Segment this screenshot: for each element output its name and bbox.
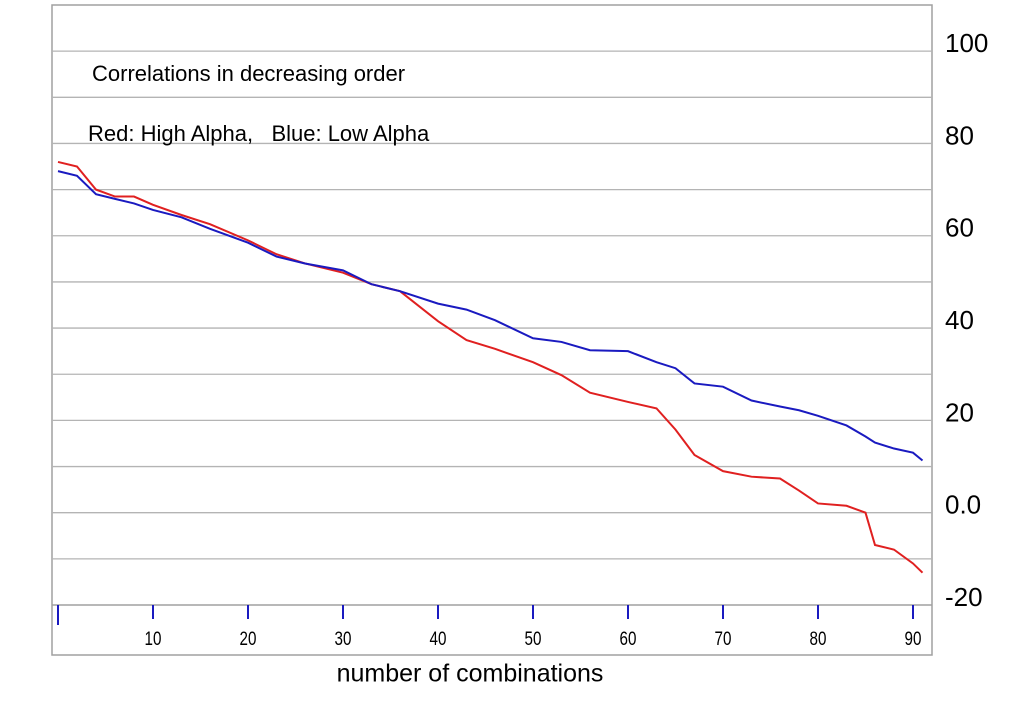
y-tick-label: 20	[945, 397, 974, 427]
plot-frame	[51, 4, 933, 656]
x-tick-label: 90	[905, 627, 922, 649]
x-tick-label: 10	[145, 627, 162, 649]
data-line	[57, 160, 924, 574]
x-tick-label: 30	[335, 627, 352, 649]
y-tick-label: 40	[945, 305, 974, 335]
x-tick-label: 40	[430, 627, 447, 649]
data-line	[57, 170, 924, 462]
y-tick-label: 100	[945, 28, 988, 58]
y-tick-label: 80	[945, 120, 974, 150]
annotation: Red: High Alpha, Blue: Low Alpha	[88, 121, 430, 146]
y-tick-label: 60	[945, 213, 974, 243]
x-tick-label: 70	[715, 627, 732, 649]
x-tick-label: 60	[620, 627, 637, 649]
x-tick-label: 50	[525, 627, 542, 649]
y-tick-label: 0.0	[945, 490, 981, 520]
annotation: Correlations in decreasing order	[92, 61, 405, 86]
x-tick-label: 80	[810, 627, 827, 649]
x-axis-label: number of combinations	[337, 660, 604, 688]
x-tick-label: 20	[240, 627, 257, 649]
y-tick-label: -20	[945, 582, 983, 612]
